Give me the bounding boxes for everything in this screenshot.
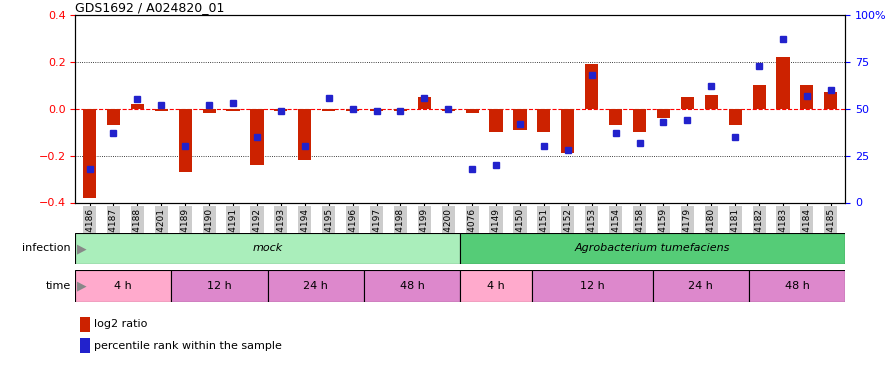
Bar: [609, 109, 622, 125]
Bar: [267, 270, 364, 302]
Bar: [460, 232, 845, 264]
Bar: [537, 109, 550, 132]
Text: 4 h: 4 h: [488, 281, 505, 291]
Text: ▶: ▶: [77, 279, 87, 292]
Bar: [460, 270, 533, 302]
Bar: [364, 270, 460, 302]
Bar: [418, 97, 431, 109]
Bar: [179, 109, 192, 172]
Bar: [75, 232, 460, 264]
Text: GDS1692 / A024820_01: GDS1692 / A024820_01: [75, 1, 225, 14]
Bar: [704, 95, 718, 109]
Bar: [131, 104, 144, 109]
Bar: [513, 109, 527, 130]
Text: 12 h: 12 h: [581, 281, 605, 291]
Text: 24 h: 24 h: [689, 281, 713, 291]
Bar: [800, 86, 813, 109]
Bar: [585, 64, 598, 109]
Bar: [681, 97, 694, 109]
Bar: [346, 109, 359, 111]
Bar: [75, 270, 172, 302]
Text: mock: mock: [252, 243, 283, 254]
Text: 24 h: 24 h: [304, 281, 328, 291]
Bar: [250, 109, 264, 165]
Bar: [489, 109, 503, 132]
Bar: [749, 270, 845, 302]
Bar: [274, 109, 288, 111]
Bar: [298, 109, 312, 160]
Text: Agrobacterium tumefaciens: Agrobacterium tumefaciens: [575, 243, 730, 254]
Bar: [728, 109, 742, 125]
Bar: [203, 109, 216, 113]
Bar: [561, 109, 574, 153]
Bar: [227, 109, 240, 111]
Bar: [824, 92, 837, 109]
Bar: [107, 109, 120, 125]
Text: 12 h: 12 h: [207, 281, 232, 291]
Bar: [466, 109, 479, 113]
Text: percentile rank within the sample: percentile rank within the sample: [94, 341, 281, 351]
Bar: [83, 109, 96, 198]
Bar: [657, 109, 670, 118]
Text: log2 ratio: log2 ratio: [94, 320, 147, 329]
Text: 48 h: 48 h: [400, 281, 425, 291]
Bar: [633, 109, 646, 132]
Text: 4 h: 4 h: [114, 281, 132, 291]
Text: time: time: [45, 281, 71, 291]
Bar: [533, 270, 653, 302]
Bar: [776, 57, 789, 109]
Text: infection: infection: [22, 243, 71, 254]
Bar: [394, 109, 407, 111]
Bar: [653, 270, 749, 302]
Text: ▶: ▶: [77, 242, 87, 255]
Bar: [172, 270, 267, 302]
Bar: [442, 109, 455, 111]
Text: 48 h: 48 h: [785, 281, 810, 291]
Bar: [322, 109, 335, 111]
Bar: [155, 109, 168, 111]
Bar: [370, 109, 383, 111]
Bar: [752, 86, 766, 109]
